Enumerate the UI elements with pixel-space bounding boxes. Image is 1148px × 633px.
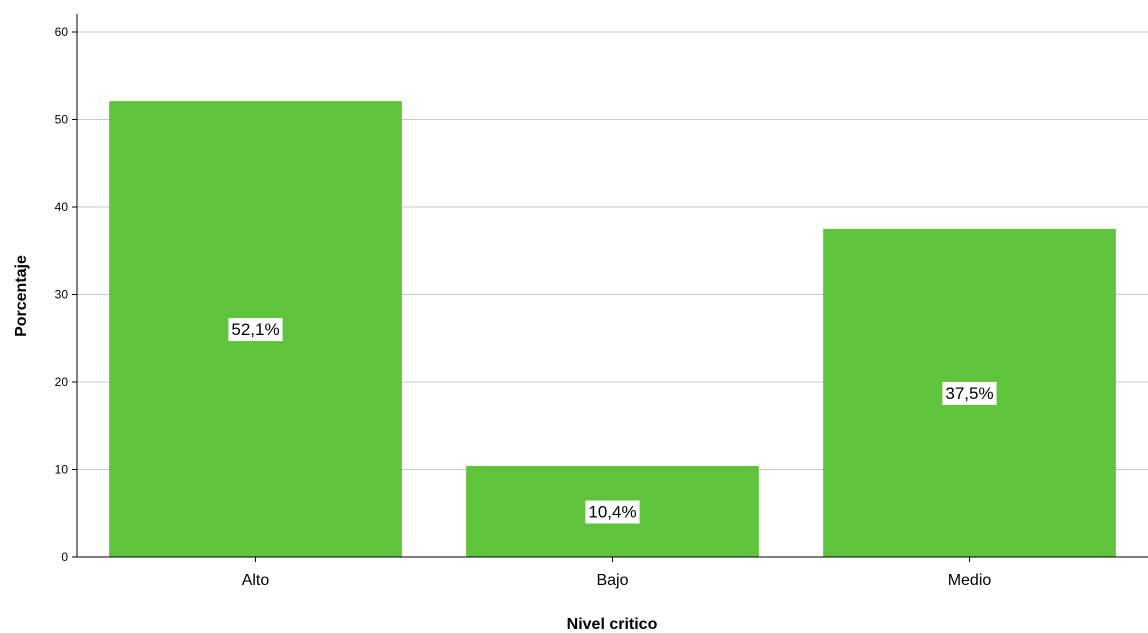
x-tick-label: Alto — [242, 572, 270, 589]
data-label: 52,1% — [228, 318, 283, 342]
data-label-background — [228, 318, 283, 342]
x-axis-ticks: Alto Bajo Medio — [242, 557, 992, 589]
data-label: 37,5% — [942, 381, 997, 405]
x-axis-title: Nivel critico — [567, 616, 658, 633]
data-label-background — [942, 381, 997, 405]
data-labels: 52,1% 10,4% 37,5% — [228, 318, 997, 524]
data-label: 10,4% — [585, 500, 640, 524]
y-axis-ticks: 0 10 20 30 40 50 60 — [55, 25, 77, 564]
y-tick-label: 20 — [55, 375, 69, 389]
y-axis-title: Porcentaje — [13, 255, 30, 337]
x-tick-label: Medio — [948, 572, 992, 589]
y-tick-label: 10 — [55, 463, 69, 477]
data-label-text: 37,5% — [945, 384, 993, 403]
y-tick-label: 40 — [55, 200, 69, 214]
data-label-background — [585, 500, 640, 524]
data-label-text: 10,4% — [588, 503, 636, 522]
x-tick-label: Bajo — [596, 572, 628, 589]
y-tick-label: 0 — [61, 550, 68, 564]
y-tick-label: 50 — [55, 113, 69, 127]
y-tick-label: 60 — [55, 25, 69, 39]
data-label-text: 52,1% — [231, 320, 279, 339]
y-tick-label: 30 — [55, 288, 69, 302]
